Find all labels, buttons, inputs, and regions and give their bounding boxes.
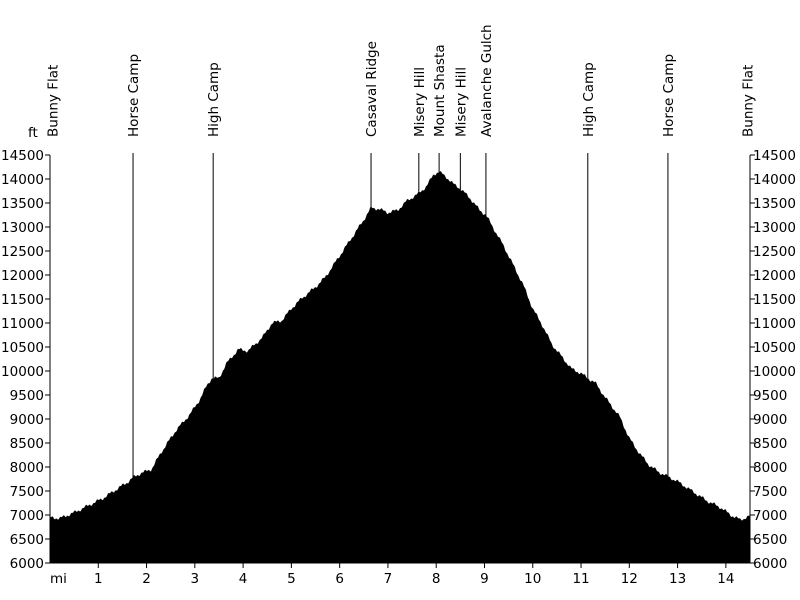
right-y-tick-label: 11000	[753, 316, 796, 332]
left-y-tick-label: 12000	[1, 268, 44, 284]
right-y-tick-label: 11500	[753, 292, 796, 308]
x-tick-label: 3	[191, 571, 200, 587]
y-unit-label: ft	[28, 125, 38, 141]
x-tick-label: 6	[335, 571, 344, 587]
left-y-tick-label: 9000	[10, 412, 44, 428]
x-tick-label: 5	[287, 571, 296, 587]
x-unit-label: mi	[50, 571, 67, 587]
waypoint-label: Casaval Ridge	[364, 41, 380, 137]
left-y-tick-label: 11500	[1, 292, 44, 308]
x-tick-label: 8	[432, 571, 441, 587]
right-y-tick-label: 12000	[753, 268, 796, 284]
x-tick-label: 1	[94, 571, 103, 587]
left-y-tick-label: 6500	[10, 532, 44, 548]
waypoint-label: High Camp	[206, 62, 222, 137]
left-y-tick-label: 11000	[1, 316, 44, 332]
left-y-tick-label: 13000	[1, 220, 44, 236]
waypoint-label: High Camp	[581, 62, 597, 137]
waypoint-label: Avalanche Gulch	[479, 24, 495, 137]
x-tick-label: 7	[384, 571, 393, 587]
right-y-tick-label: 14000	[753, 172, 796, 188]
right-y-tick-label: 9000	[753, 412, 787, 428]
waypoint-label: Horse Camp	[661, 54, 677, 137]
waypoint-label: Misery Hill	[412, 67, 428, 137]
x-tick-label: 11	[572, 571, 589, 587]
left-y-tick-label: 12500	[1, 244, 44, 260]
right-y-tick-label: 7500	[753, 484, 787, 500]
right-y-tick-label: 10000	[753, 364, 796, 380]
right-y-axis: 6000 6500 7000 7500 8000 8500 9000 9500 10000 105…	[749, 148, 796, 572]
waypoint-label: Misery Hill	[453, 67, 469, 137]
left-y-tick-label: 10500	[1, 340, 44, 356]
x-tick-label: 10	[524, 571, 541, 587]
x-tick-label: 12	[621, 571, 638, 587]
left-y-tick-label: 14000	[1, 172, 44, 188]
left-y-tick-label: 10000	[1, 364, 44, 380]
right-y-tick-label: 12500	[753, 244, 796, 260]
x-tick-label: 2	[142, 571, 151, 587]
right-y-tick-label: 6000	[753, 556, 787, 572]
left-y-tick-label: 6000	[10, 556, 44, 572]
left-y-axis: 6000 6500 7000 7500 8000 8500 9000 9500 10000 105…	[1, 148, 51, 572]
x-axis: 1 2 3 4 5 6 7 8 9 10 11 12 13 14	[50, 562, 750, 587]
left-y-tick-label: 8000	[10, 460, 44, 476]
x-tick-label: 4	[239, 571, 248, 587]
left-y-tick-label: 7000	[10, 508, 44, 524]
elevation-area	[50, 171, 750, 563]
left-y-tick-label: 14500	[1, 148, 44, 164]
right-y-tick-label: 13500	[753, 196, 796, 212]
waypoint-label: Horse Camp	[126, 54, 142, 137]
right-y-tick-label: 13000	[753, 220, 796, 236]
waypoint-label: Bunny Flat	[45, 65, 61, 137]
x-tick-label: 14	[717, 571, 734, 587]
x-tick-label: 9	[480, 571, 489, 587]
right-y-tick-label: 14500	[753, 148, 796, 164]
right-y-tick-label: 7000	[753, 508, 787, 524]
waypoint-label: Bunny Flat	[741, 65, 757, 137]
right-y-tick-label: 10500	[753, 340, 796, 356]
left-y-tick-label: 9500	[10, 388, 44, 404]
right-y-tick-label: 6500	[753, 532, 787, 548]
left-y-tick-label: 8500	[10, 436, 44, 452]
right-y-tick-label: 8000	[753, 460, 787, 476]
left-y-tick-label: 13500	[1, 196, 44, 212]
right-y-tick-label: 9500	[753, 388, 787, 404]
right-y-tick-label: 8500	[753, 436, 787, 452]
x-tick-label: 13	[669, 571, 686, 587]
waypoint-label: Mount Shasta	[432, 44, 448, 137]
left-y-tick-label: 7500	[10, 484, 44, 500]
